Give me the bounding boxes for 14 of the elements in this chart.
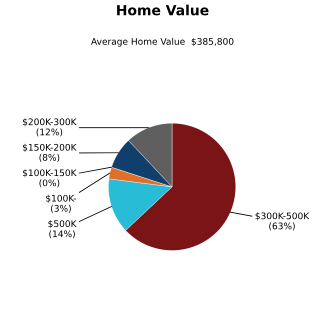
chart-title: Home Value bbox=[117, 4, 208, 16]
slice-label: $100K- bbox=[46, 194, 76, 203]
data-label: (8%) bbox=[39, 154, 60, 162]
data-label: (3%) bbox=[51, 204, 71, 213]
slice-label: $300K-500K bbox=[256, 212, 310, 220]
legend-label: $100K-150K bbox=[22, 169, 77, 178]
slice-label: $150K-200K bbox=[22, 144, 77, 152]
text: (0%) bbox=[39, 179, 60, 188]
slice-label: $200K-300K bbox=[22, 118, 77, 126]
data-label: (12%) bbox=[36, 128, 62, 136]
data-label: (14%) bbox=[49, 230, 75, 238]
chart-subtitle: Average Home Value $385,800 bbox=[91, 38, 234, 47]
slice-label: $500K bbox=[48, 220, 77, 228]
data-label: (63%) bbox=[269, 222, 295, 230]
